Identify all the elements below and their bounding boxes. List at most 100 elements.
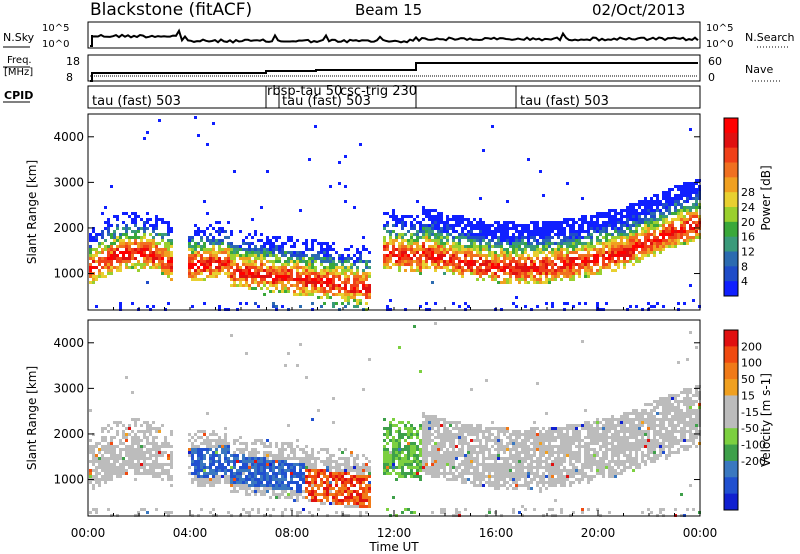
heatmap-cell: [659, 245, 662, 248]
heatmap-cell: [128, 457, 131, 460]
heatmap-cell: [149, 463, 152, 466]
heatmap-cell: [482, 254, 485, 257]
heatmap-cell: [434, 233, 437, 236]
heatmap-cell: [572, 221, 575, 224]
heatmap-cell: [581, 254, 584, 257]
heatmap-cell: [497, 442, 500, 445]
heatmap-cell: [557, 227, 560, 230]
heatmap-cell: [473, 427, 476, 430]
heatmap-cell: [566, 302, 569, 305]
heatmap-cell: [167, 472, 170, 475]
heatmap-cell: [332, 466, 335, 469]
heatmap-cell: [683, 200, 686, 203]
heatmap-cell: [329, 502, 332, 505]
heatmap-cell: [245, 251, 248, 254]
heatmap-cell: [296, 490, 299, 493]
heatmap-cell: [413, 239, 416, 242]
heatmap-cell: [386, 469, 389, 472]
heatmap-cell: [149, 224, 152, 227]
heatmap-cell: [269, 454, 272, 457]
heatmap-cell: [452, 302, 455, 305]
heatmap-cell: [368, 358, 371, 361]
heatmap-cell: [212, 484, 215, 487]
heatmap-cell: [122, 463, 125, 466]
heatmap-cell: [608, 257, 611, 260]
heatmap-cell: [407, 254, 410, 257]
heatmap-cell: [101, 463, 104, 466]
heatmap-cell: [242, 481, 245, 484]
heatmap-cell: [416, 433, 419, 436]
heatmap-cell: [686, 242, 689, 245]
heatmap-cell: [491, 125, 494, 128]
heatmap-cell: [689, 212, 692, 215]
heatmap-cell: [545, 272, 548, 275]
heatmap-cell: [212, 269, 215, 272]
heatmap-cell: [479, 472, 482, 475]
heatmap-cell: [341, 511, 344, 514]
heatmap-cell: [599, 242, 602, 245]
heatmap-cell: [461, 272, 464, 275]
heatmap-cell: [323, 460, 326, 463]
heatmap-cell: [284, 242, 287, 245]
heatmap-cell: [554, 269, 557, 272]
heatmap-cell: [542, 230, 545, 233]
heatmap-cell: [437, 266, 440, 269]
heatmap-cell: [254, 481, 257, 484]
heatmap-cell: [233, 481, 236, 484]
heatmap-cell: [98, 257, 101, 260]
heatmap-cell: [383, 248, 386, 251]
heatmap-cell: [692, 215, 695, 218]
heatmap-cell: [128, 266, 131, 269]
heatmap-cell: [368, 284, 371, 287]
heatmap-cell: [245, 257, 248, 260]
heatmap-cell: [593, 272, 596, 275]
heatmap-cell: [491, 245, 494, 248]
cpid-panel-frame: [87, 85, 701, 109]
heatmap-cell: [299, 257, 302, 260]
heatmap-cell: [695, 212, 698, 215]
heatmap-cell: [668, 206, 671, 209]
heatmap-cell: [593, 245, 596, 248]
heatmap-cell: [440, 472, 443, 475]
heatmap-cell: [356, 293, 359, 296]
heatmap-cell: [107, 269, 110, 272]
heatmap-cell: [296, 493, 299, 496]
heatmap-cell: [155, 430, 158, 433]
heatmap-cell: [275, 287, 278, 290]
heatmap-cell: [638, 224, 641, 227]
heatmap-cell: [506, 266, 509, 269]
heatmap-cell: [335, 493, 338, 496]
heatmap-cell: [275, 460, 278, 463]
heatmap-cell: [107, 227, 110, 230]
heatmap-cell: [335, 263, 338, 266]
heatmap-cell: [551, 221, 554, 224]
heatmap-cell: [251, 463, 254, 466]
heatmap-cell: [290, 493, 293, 496]
cpid-label: CPID: [4, 89, 33, 102]
heatmap-cell: [479, 448, 482, 451]
heatmap-cell: [473, 224, 476, 227]
heatmap-cell: [350, 293, 353, 296]
heatmap-cell: [362, 284, 365, 287]
heatmap-cell: [548, 245, 551, 248]
colorbar-tick-label: 20: [741, 216, 755, 229]
heatmap-cell: [98, 233, 101, 236]
heatmap-cell: [461, 430, 464, 433]
heatmap-cell: [383, 254, 386, 257]
heatmap-cell: [131, 212, 134, 215]
heatmap-cell: [287, 269, 290, 272]
heatmap-cell: [275, 442, 278, 445]
heatmap-cell: [230, 472, 233, 475]
heatmap-cell: [95, 260, 98, 263]
heatmap-cell: [191, 260, 194, 263]
heatmap-cell: [506, 242, 509, 245]
heatmap-cell: [653, 221, 656, 224]
heatmap-cell: [449, 460, 452, 463]
heatmap-cell: [278, 281, 281, 284]
heatmap-cell: [548, 233, 551, 236]
heatmap-cell: [467, 233, 470, 236]
heatmap-cell: [674, 203, 677, 206]
heatmap-cell: [638, 242, 641, 245]
heatmap-cell: [392, 463, 395, 466]
heatmap-cell: [659, 230, 662, 233]
